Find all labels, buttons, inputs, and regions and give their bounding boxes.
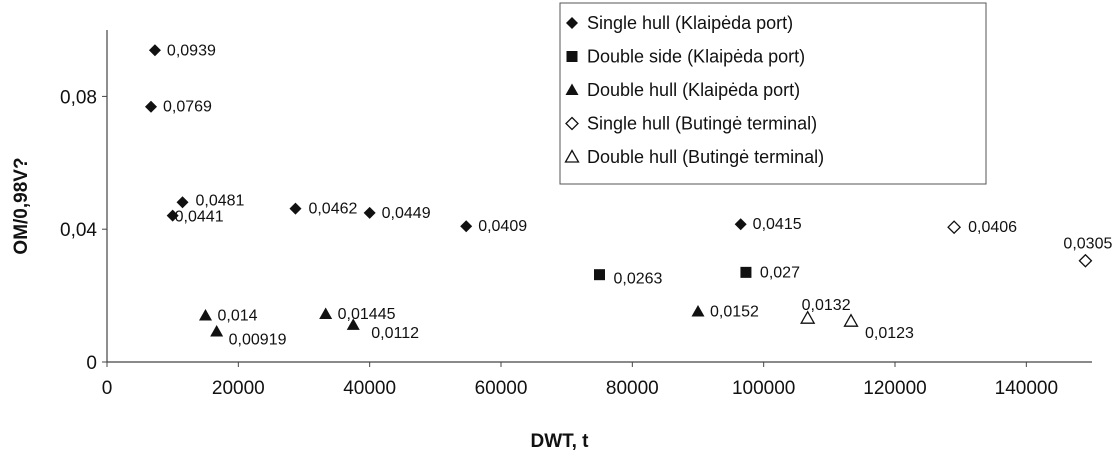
data-point (319, 307, 333, 320)
data-label: 0,0939 (167, 42, 216, 59)
y-tick-label: 0 (86, 353, 97, 374)
legend-marker (566, 17, 578, 29)
legend-marker (565, 116, 579, 131)
data-label: 0,01445 (338, 306, 396, 323)
y-tick-label: 0,04 (60, 220, 97, 241)
data-point (947, 220, 962, 235)
axes: 0 20000 40000 60000 80000 100000 120000 140000 … (60, 30, 1092, 399)
data-label: 0,0449 (382, 205, 431, 222)
legend-marker (565, 83, 579, 95)
data-label: 0,0441 (175, 209, 224, 226)
y-tick-label: 0,08 (60, 87, 97, 108)
y-ticks: 0 0,04 0,08 (60, 87, 107, 374)
data-point (1078, 253, 1093, 268)
data-point (166, 209, 179, 222)
legend-box (559, 2, 987, 185)
data-point (199, 309, 212, 321)
data-point (289, 202, 302, 215)
data-label: 0,0462 (308, 201, 357, 218)
legend-label: Double hull (Klaipėda port) (587, 80, 800, 100)
data-label: 0,0112 (371, 325, 419, 342)
legend: Single hull (Klaipėda port) Double side (… (559, 2, 987, 185)
data-label: 0,0415 (753, 216, 802, 233)
legend-label: Double side (Klaipėda port) (587, 47, 805, 67)
data-point (363, 206, 376, 219)
legend-label: Double hull (Butingė terminal) (587, 147, 824, 167)
x-tick-label: 120000 (863, 378, 926, 399)
legend-label: Single hull (Klaipėda port) (587, 13, 793, 33)
legend-marker (566, 51, 578, 62)
x-tick-label: 20000 (212, 378, 265, 399)
data-label: 0,0481 (196, 192, 245, 209)
data-label: 0,027 (760, 264, 800, 281)
x-tick-label: 80000 (606, 378, 659, 399)
x-ticks: 0 20000 40000 60000 80000 100000 120000 140000 (102, 362, 1058, 399)
data-point (691, 305, 705, 317)
data-point (800, 310, 816, 324)
data-point (843, 313, 859, 327)
data-point (144, 100, 157, 113)
x-tick-label: 0 (102, 378, 113, 399)
data-label: 0,0132 (802, 297, 851, 314)
data-label: 0,0263 (614, 271, 663, 288)
x-tick-label: 40000 (343, 378, 396, 399)
data-point (594, 269, 605, 281)
data-point (734, 218, 747, 231)
data-point (740, 266, 752, 278)
data-label: 0,0769 (163, 99, 212, 116)
data-label: 0,0305 (1063, 236, 1112, 253)
data-label: 0,0123 (865, 325, 914, 342)
data-point (460, 220, 473, 233)
x-tick-label: 100000 (732, 378, 795, 399)
data-label: 0,0152 (710, 304, 759, 321)
x-tick-label: 60000 (475, 378, 528, 399)
x-axis-title: DWT, t (530, 431, 589, 452)
data-point (148, 44, 161, 57)
legend-marker (564, 149, 580, 163)
data-label: 0,0409 (478, 218, 527, 235)
x-tick-label: 140000 (995, 378, 1058, 399)
data-point (176, 196, 189, 209)
data-label: 0,0406 (968, 219, 1017, 236)
data-point (210, 324, 224, 337)
data-label: 0,014 (218, 308, 258, 325)
data-point (346, 318, 360, 330)
data-points (144, 44, 1093, 337)
legend-label: Single hull (Butingė terminal) (587, 114, 817, 134)
data-label: 0,00919 (229, 331, 287, 348)
y-axis-title: OM/0,98V? (11, 157, 32, 254)
